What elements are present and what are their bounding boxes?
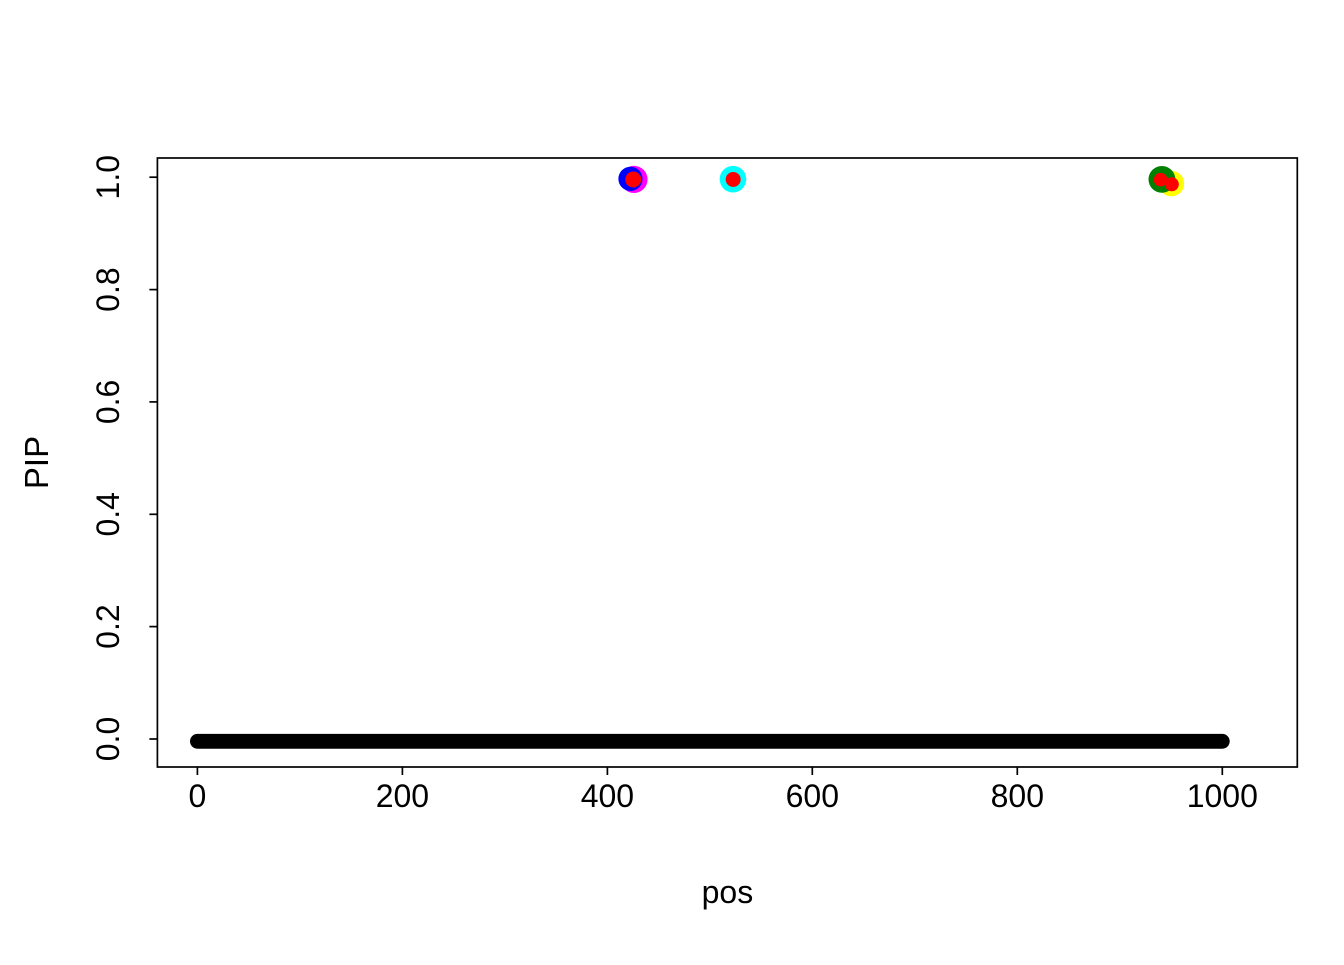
svg-text:1000: 1000: [1187, 778, 1258, 814]
svg-text:400: 400: [581, 778, 634, 814]
svg-text:0.6: 0.6: [90, 380, 126, 424]
svg-text:0.0: 0.0: [90, 717, 126, 761]
svg-text:0.2: 0.2: [90, 604, 126, 648]
svg-text:800: 800: [991, 778, 1044, 814]
svg-text:0.4: 0.4: [90, 492, 126, 536]
svg-text:600: 600: [786, 778, 839, 814]
svg-text:0: 0: [189, 778, 207, 814]
svg-text:200: 200: [376, 778, 429, 814]
svg-text:1.0: 1.0: [90, 155, 126, 199]
svg-text:PIP: PIP: [18, 436, 55, 489]
svg-text:0.8: 0.8: [90, 267, 126, 311]
svg-text:pos: pos: [702, 874, 754, 910]
